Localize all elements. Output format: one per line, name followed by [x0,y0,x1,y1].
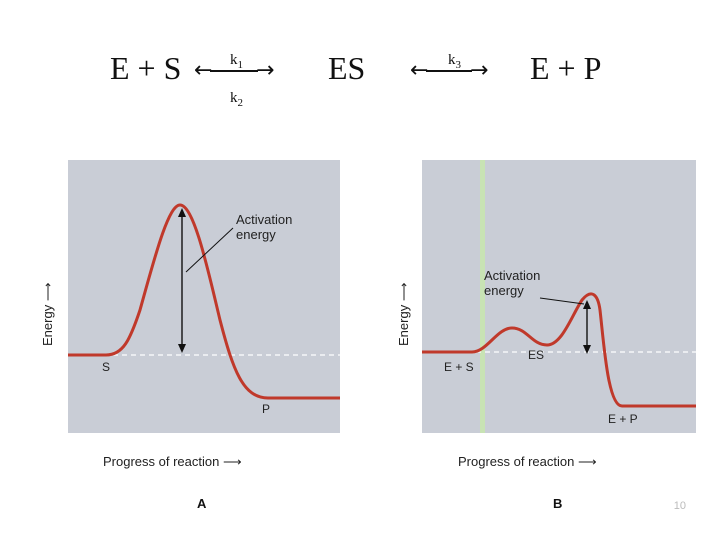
panel-b-y-axis-label: Energy ⟶ [396,282,411,346]
panel-b-activation-label: Activation energy [484,268,541,298]
panel-b-arrow-up-icon [583,300,591,309]
panel-a-energy-diagram: Activation energy S P [68,160,340,433]
equation-products: E + P [530,50,602,86]
panel-b-annotation-leader [539,297,585,305]
panel-a-figure-letter: A [197,496,207,511]
panel-a-activation-label: Activation energy [236,212,293,242]
panel-a-x-axis-label: Progress of reaction ⟶ [103,454,242,469]
double-arrow-icon-2: ← [410,58,429,83]
panel-a-energy-curve [68,203,340,400]
panel-a-y-axis-label: Energy ⟶ [40,282,55,346]
panel-b-end-label: E + P [608,412,638,426]
equation-reactants: E + S [110,50,182,86]
rate-constant-k2: k2 [230,90,243,109]
double-arrow-icon-1: ← [194,58,213,83]
page-number: 10 [673,500,686,512]
panel-a-arrow-up-icon [178,208,186,217]
panel-b-svg [422,160,696,433]
arrow-bar-2 [426,70,472,72]
panel-a-annotation-leader [185,227,234,273]
panel-b-intermediate-label: ES [528,348,545,362]
panel-b-x-axis-label: Progress of reaction ⟶ [458,454,597,469]
panel-a-arrow-down-icon [178,344,186,353]
panel-b-arrow-down-icon [583,345,591,354]
panel-b-energy-curve [422,292,696,408]
arrow-bar-1 [210,70,258,72]
panel-a-product-label: P [262,402,271,416]
panel-a-svg [68,203,340,400]
panel-b-figure-letter: B [553,496,563,511]
panel-b-start-label: E + S [444,360,474,374]
rate-constant-k3: k3 [448,52,461,71]
panel-b-highlight-stripe [480,160,485,433]
panel-b-energy-diagram: Activation energy E + S ES E + P [422,160,696,433]
rate-constant-k1: k1 [230,52,243,71]
panel-a-substrate-label: S [102,360,111,374]
arrow-right-icon-1: → [256,58,275,83]
equation-complex: ES [328,50,366,86]
arrow-right-icon-2: → [470,58,489,83]
